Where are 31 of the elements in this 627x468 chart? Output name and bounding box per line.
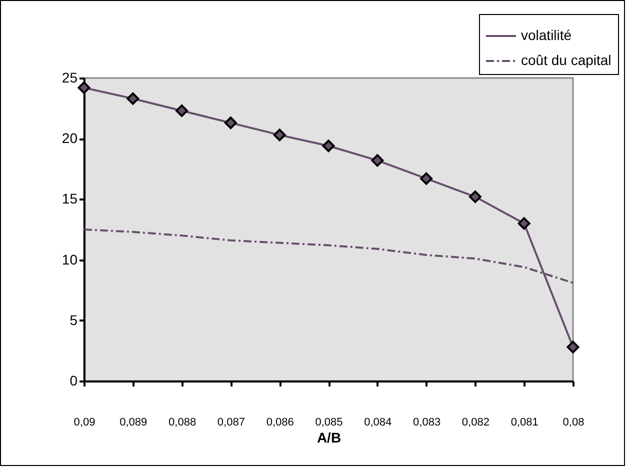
y-tick-label: 5 [70,312,78,328]
legend-label: volatilité [521,27,572,43]
point [126,92,140,105]
x-tick-label: 0,082 [462,416,490,428]
x-tick-label: 0,09 [74,416,96,428]
point [273,128,286,142]
point [468,190,482,204]
point [176,104,188,117]
point [78,81,90,94]
point [371,154,384,167]
y-tick-label: 25 [62,70,78,86]
point [566,340,580,354]
y-tick-label: 20 [62,130,78,146]
x-tick-label: 0,084 [364,416,392,428]
x-tick-label: 0,089 [120,416,148,428]
y-tick-label: 15 [62,190,78,207]
y-tick-label: 10 [62,251,78,268]
point [518,217,530,230]
x-axis-title: A/B [316,430,342,446]
x-tick-label: 0,088 [168,416,196,428]
legend-label: coût du capital [521,52,612,68]
y-tick-label: 0 [70,372,78,388]
x-tick-label: 0,087 [217,416,245,428]
point [420,172,433,185]
x-tick-label: 0,085 [315,416,343,428]
x-tick-label: 0,08 [562,416,584,428]
x-tick-label: 0,083 [413,416,441,428]
x-tick-label: 0,086 [266,416,294,428]
x-tick-label: 0,081 [510,416,538,428]
point [224,116,237,130]
point [322,140,335,152]
